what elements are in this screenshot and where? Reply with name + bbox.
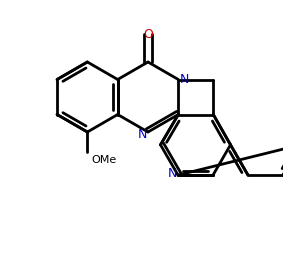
Text: N: N — [180, 73, 189, 86]
Text: N: N — [137, 127, 147, 140]
Text: OMe: OMe — [91, 155, 117, 165]
Text: N: N — [167, 167, 177, 180]
Text: O: O — [143, 27, 153, 40]
